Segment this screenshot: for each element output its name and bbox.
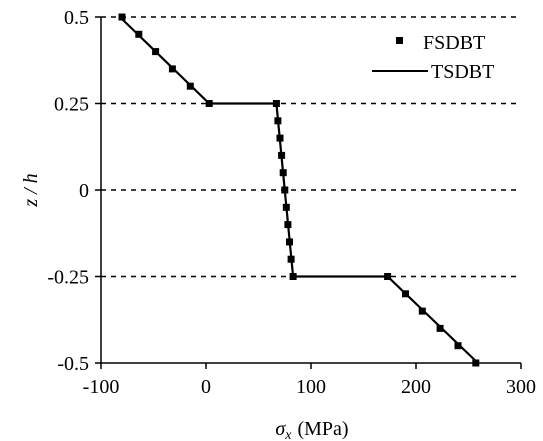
data-point-fsdbt-0: [118, 13, 126, 21]
data-point-fsdbt-6: [272, 100, 280, 107]
y-tick-label-0: -0.5: [57, 353, 89, 375]
legend-label-tsdbt: TSDBT: [431, 61, 494, 83]
legend-marker-fsdbt: [396, 37, 403, 44]
x-tick-label-1: 0: [201, 376, 211, 398]
data-point-fsdbt-7: [274, 117, 282, 125]
data-point-fsdbt-9: [278, 151, 286, 159]
x-tick-label-2: 100: [296, 376, 326, 398]
data-point-fsdbt-19: [418, 307, 426, 315]
data-point-fsdbt-16: [289, 273, 297, 280]
data-point-fsdbt-4: [186, 82, 194, 90]
data-point-fsdbt-13: [284, 221, 292, 229]
x-tick-label-3: 200: [401, 376, 431, 398]
data-point-fsdbt-3: [168, 65, 176, 73]
data-point-fsdbt-17: [384, 273, 392, 280]
data-point-fsdbt-12: [282, 203, 290, 211]
data-point-fsdbt-11: [281, 186, 289, 194]
grid-layer: [101, 16, 521, 278]
data-point-fsdbt-15: [287, 255, 295, 263]
data-point-fsdbt-21: [454, 342, 462, 350]
data-point-fsdbt-5: [205, 100, 213, 107]
x-tick-label-4: 300: [506, 376, 536, 398]
x-axis-title: σx (MPa): [275, 418, 348, 441]
data-point-fsdbt-18: [402, 290, 409, 298]
axis-titles: σx (MPa) z / h: [20, 173, 349, 441]
legend: FSDBT TSDBT: [372, 32, 494, 83]
ticks-layer: -0.5 -0.25 0 0.25 0.5 -100 0 100 200 300: [47, 7, 536, 398]
y-axis-title: z / h: [20, 173, 42, 207]
data-point-fsdbt-8: [276, 134, 284, 142]
data-point-fsdbt-20: [436, 324, 444, 332]
data-point-fsdbt-1: [135, 30, 143, 38]
legend-label-fsdbt: FSDBT: [423, 32, 485, 54]
x-tick-label-0: -100: [83, 376, 120, 398]
x-axis-symbol: σ: [275, 418, 286, 440]
data-point-fsdbt-10: [279, 169, 287, 177]
y-tick-label-2: 0: [79, 180, 89, 202]
y-tick-label-1: -0.25: [47, 267, 89, 289]
data-point-fsdbt-2: [152, 48, 160, 56]
data-point-fsdbt-14: [286, 238, 293, 246]
y-tick-label-3: 0.25: [54, 94, 89, 116]
x-axis-unit: (MPa): [297, 418, 348, 440]
y-tick-label-4: 0.5: [64, 7, 89, 29]
x-axis-subscript: x: [284, 428, 292, 441]
